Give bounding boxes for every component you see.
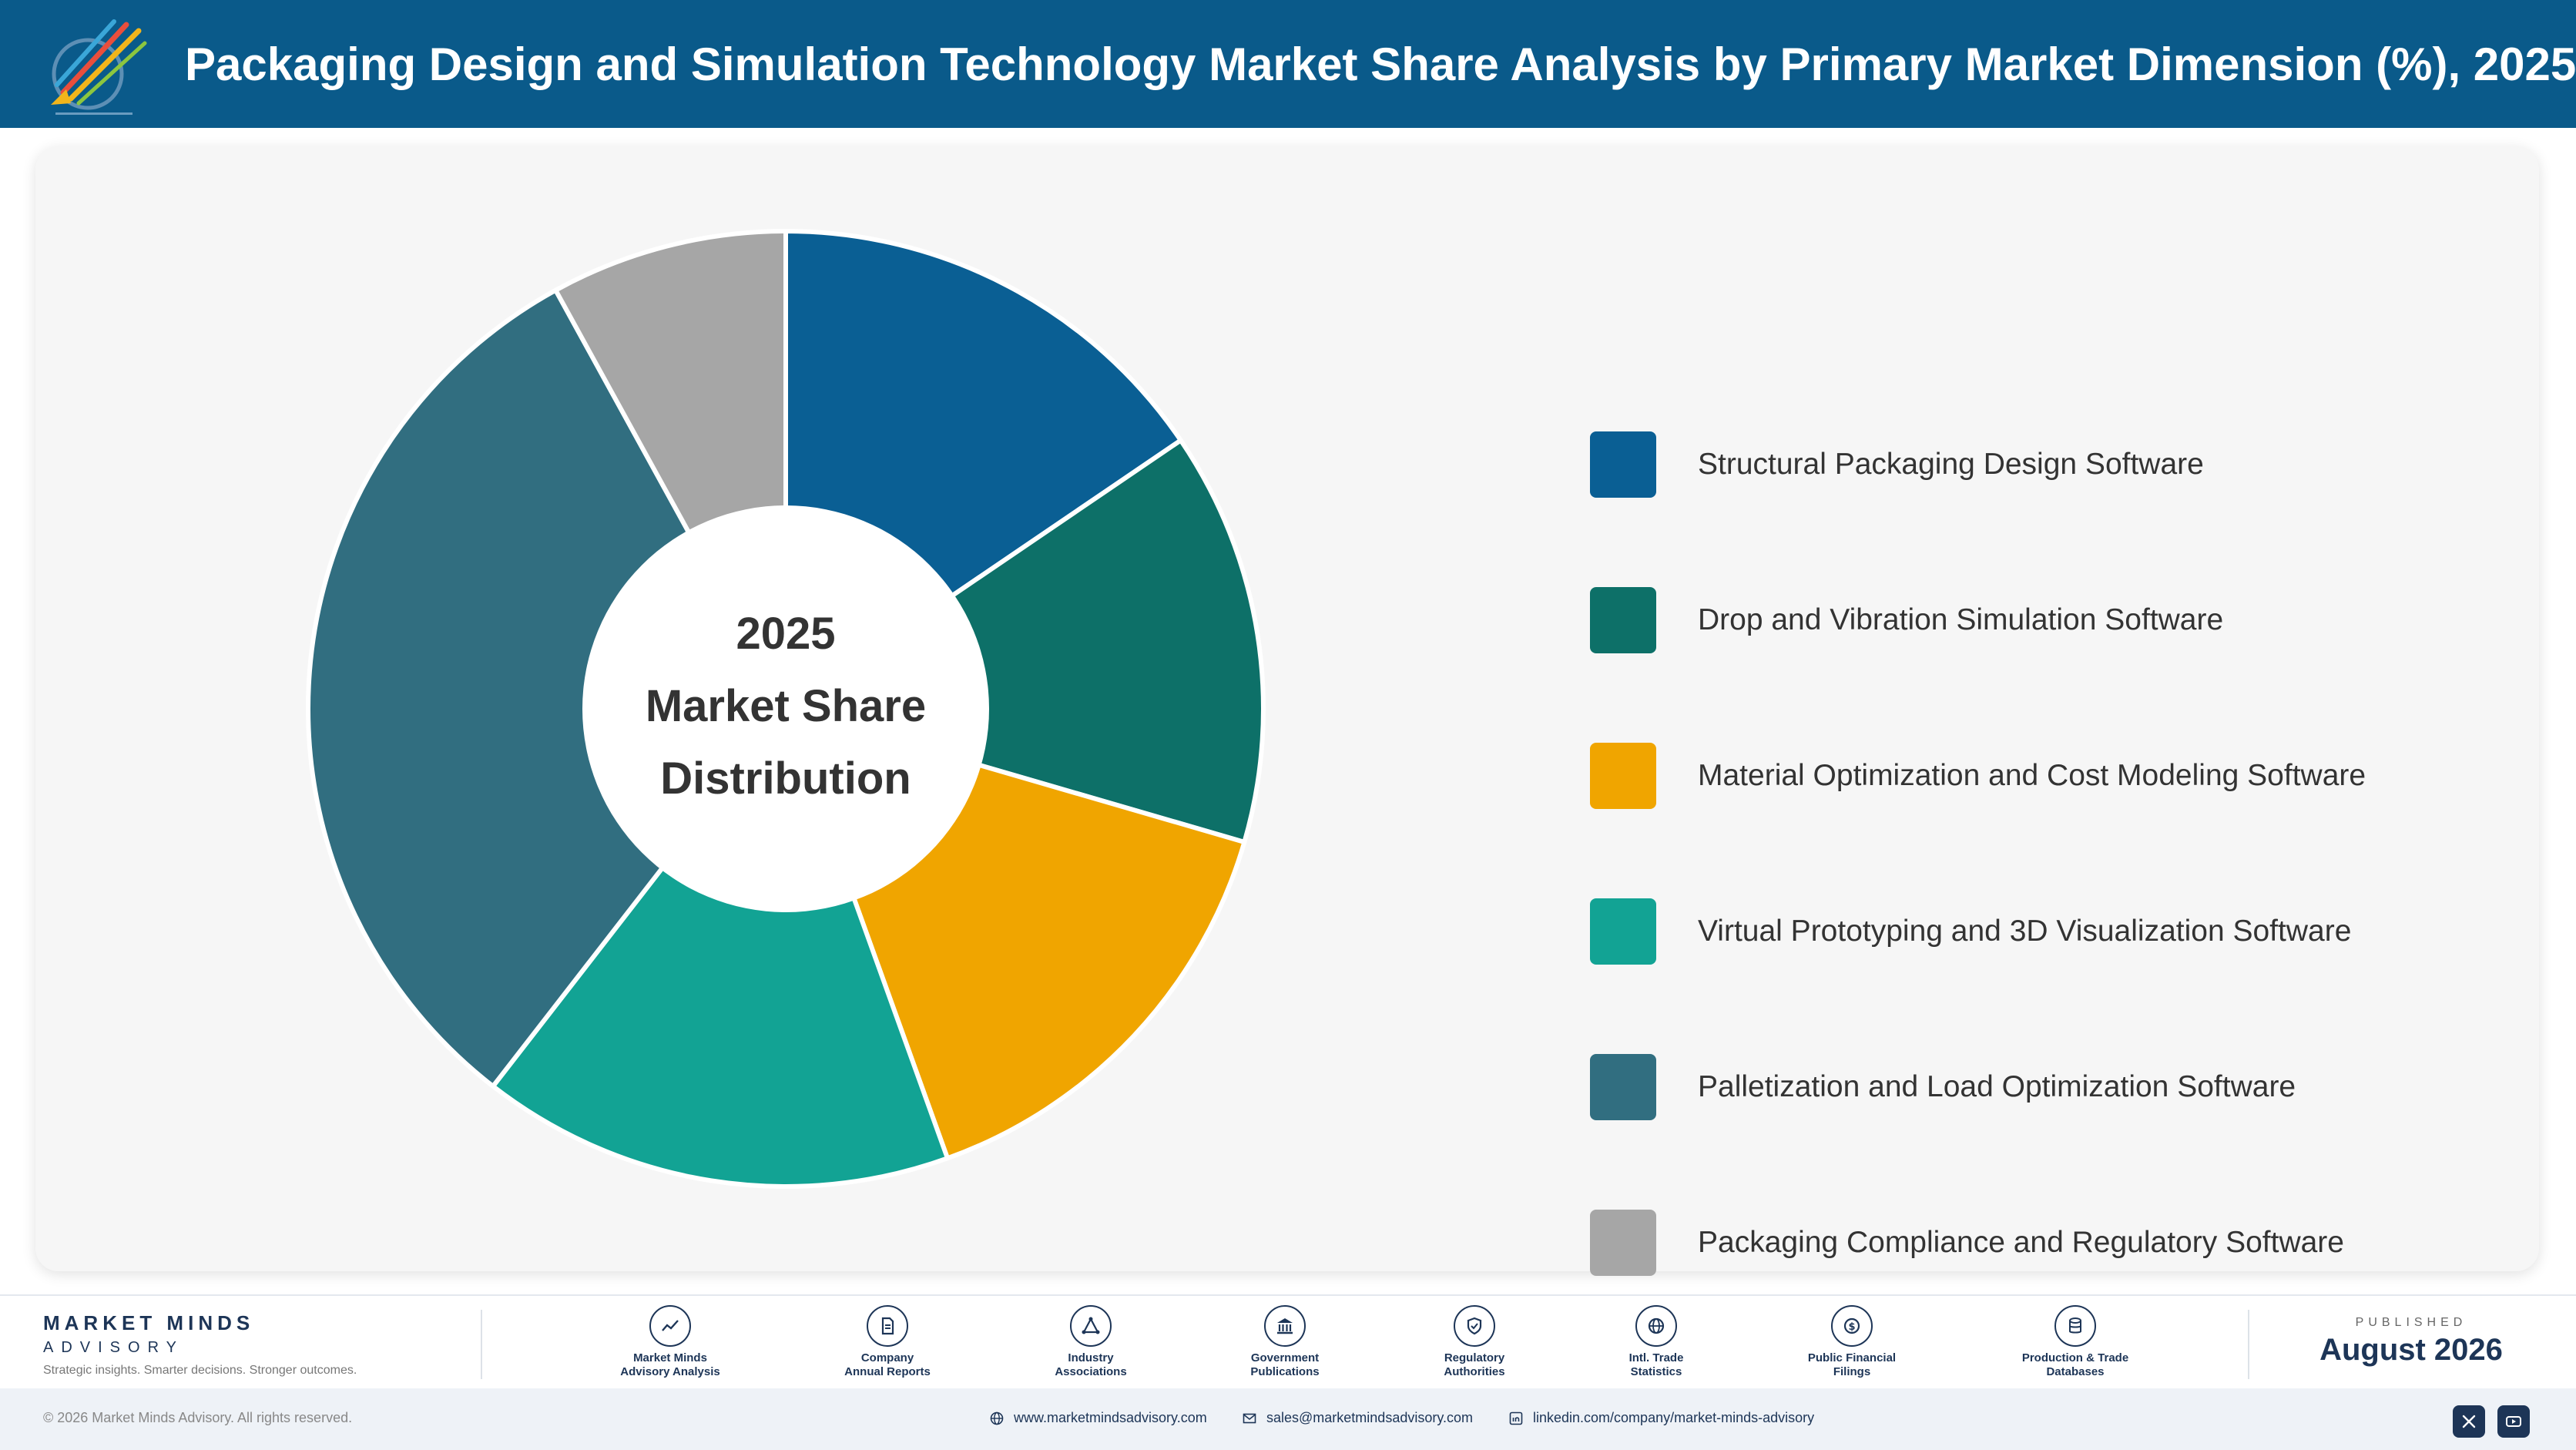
source-market-minds: Market Minds Advisory Analysis: [593, 1305, 747, 1379]
linkedin-link[interactable]: linkedin.com/company/market-minds-adviso…: [1508, 1410, 1814, 1426]
legend-label: Material Optimization and Cost Modeling …: [1698, 759, 2366, 792]
published-label: PUBLISHED: [2355, 1316, 2467, 1329]
svg-text:$: $: [1848, 1321, 1855, 1333]
email-link[interactable]: sales@marketmindsadvisory.com: [1242, 1410, 1473, 1426]
linkedin-text: linkedin.com/company/market-minds-adviso…: [1533, 1410, 1815, 1425]
legend-swatch: [1590, 587, 1656, 653]
source-government: Government Publications: [1208, 1305, 1362, 1379]
brand-name: MARKET MINDS: [43, 1311, 255, 1334]
published-date: August 2026: [2319, 1333, 2503, 1367]
source-label: Government Publications: [1250, 1351, 1320, 1378]
linkedin-icon: [1509, 1411, 1523, 1425]
mail-icon: [1243, 1413, 1256, 1423]
source-label: Market Minds Advisory Analysis: [620, 1351, 720, 1378]
legend-item: Packaging Compliance and Regulatory Soft…: [1590, 1210, 2344, 1276]
legend-label: Structural Packaging Design Software: [1698, 448, 2204, 481]
legend-item: Palletization and Load Optimization Soft…: [1590, 1054, 2296, 1120]
brand-tagline: Strategic insights. Smarter decisions. S…: [43, 1364, 357, 1377]
page-title: Packaging Design and Simulation Technolo…: [185, 38, 2576, 90]
website-text: www.marketmindsadvisory.com: [1014, 1410, 1207, 1425]
footer: MARKET MINDS ADVISORY Strategic insights…: [0, 1294, 2576, 1388]
legend-label: Palletization and Load Optimization Soft…: [1698, 1070, 2296, 1103]
source-company-reports: Company Annual Reports: [810, 1305, 964, 1379]
coin-icon: $: [1831, 1305, 1873, 1347]
donut-chart: 2025 Market Share Distribution: [306, 229, 1266, 1189]
youtube-icon: [2506, 1416, 2521, 1427]
source-label: Regulatory Authorities: [1444, 1351, 1505, 1378]
copyright-text: © 2026 Market Minds Advisory. All rights…: [43, 1410, 353, 1425]
legend-item: Virtual Prototyping and 3D Visualization…: [1590, 898, 2351, 965]
divider: [481, 1310, 482, 1379]
divider: [2248, 1310, 2249, 1379]
email-text: sales@marketmindsadvisory.com: [1266, 1410, 1474, 1425]
source-label: Production & Trade Databases: [2021, 1351, 2129, 1378]
bottom-bar: © 2026 Market Minds Advisory. All rights…: [0, 1388, 2576, 1450]
youtube-social-button[interactable]: [2497, 1405, 2530, 1438]
globe-icon: [1635, 1305, 1677, 1347]
legend-item: Drop and Vibration Simulation Software: [1590, 587, 2223, 653]
legend-swatch: [1590, 431, 1656, 498]
donut-slice-virtual-prototyping-and-3d-visualization-software: [490, 707, 951, 1189]
legend-swatch: [1590, 743, 1656, 809]
legend-swatch: [1590, 1210, 1656, 1276]
x-social-button[interactable]: [2453, 1405, 2485, 1438]
donut-hole: [582, 505, 989, 912]
header-bar: Packaging Design and Simulation Technolo…: [0, 0, 2576, 128]
source-label: Industry Associations: [1055, 1351, 1127, 1378]
brand-subtitle: ADVISORY: [43, 1339, 184, 1356]
legend-item: Structural Packaging Design Software: [1590, 431, 2204, 498]
document-icon: [867, 1305, 908, 1347]
globe-icon: [990, 1411, 1004, 1425]
database-icon: [2054, 1305, 2096, 1347]
donut-slice-palletization-and-load-optimization-software: [306, 287, 788, 1089]
legend-label: Virtual Prototyping and 3D Visualization…: [1698, 915, 2352, 948]
legend-item: Material Optimization and Cost Modeling …: [1590, 743, 2366, 809]
source-label: Company Annual Reports: [844, 1351, 931, 1378]
source-label: Intl. Trade Statistics: [1628, 1351, 1684, 1378]
legend-swatch: [1590, 1054, 1656, 1120]
legend-label: Drop and Vibration Simulation Software: [1698, 603, 2224, 636]
source-trade-databases: Production & Trade Databases: [1998, 1305, 2152, 1379]
center-text-line-2: Market Share: [646, 681, 926, 731]
chart-card: 2025 Market Share Distribution Structura…: [35, 146, 2539, 1276]
legend-label: Packaging Compliance and Regulatory Soft…: [1698, 1226, 2344, 1259]
center-text-line-1: 2025: [736, 609, 835, 659]
source-financial-filings: $ Public Financial Filings: [1775, 1305, 1929, 1379]
source-industry-associations: Industry Associations: [1014, 1305, 1168, 1379]
shield-icon: [1454, 1305, 1495, 1347]
legend-swatch: [1590, 898, 1656, 965]
website-link[interactable]: www.marketmindsadvisory.com: [989, 1410, 1207, 1426]
network-icon: [1070, 1305, 1112, 1347]
building-icon: [1264, 1305, 1306, 1347]
source-trade-statistics: Intl. Trade Statistics: [1579, 1305, 1733, 1379]
source-regulatory: Regulatory Authorities: [1397, 1305, 1551, 1379]
source-label: Public Financial Filings: [1807, 1351, 1897, 1378]
x-logo-icon: [2462, 1415, 2476, 1428]
center-text-line-3: Distribution: [660, 754, 911, 804]
chart-line-icon: [649, 1305, 691, 1347]
company-logo-icon: [51, 19, 147, 115]
